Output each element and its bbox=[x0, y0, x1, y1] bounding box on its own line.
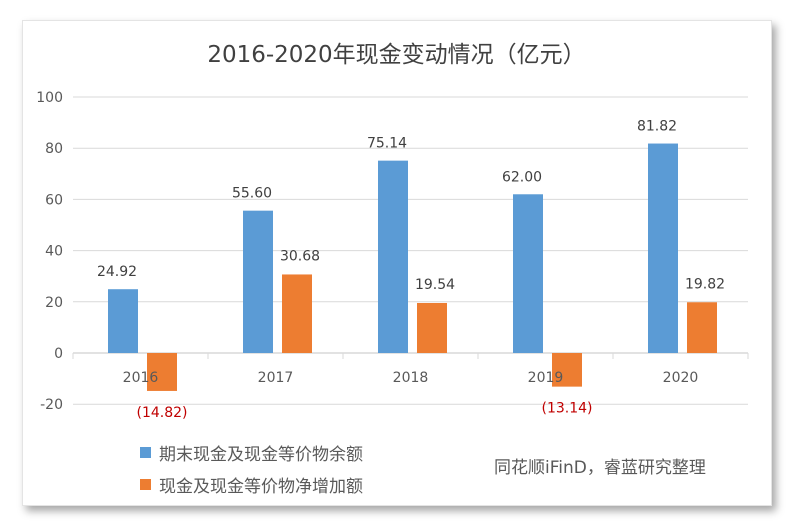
bar-2020-series-0 bbox=[648, 143, 678, 353]
bar-2018-series-1 bbox=[417, 302, 447, 353]
data-label: 19.82 bbox=[685, 276, 725, 292]
y-tick-label: 20 bbox=[45, 295, 63, 311]
bar-2019-series-0 bbox=[513, 194, 543, 353]
bar-2016-series-1 bbox=[147, 353, 177, 391]
data-label: 24.92 bbox=[97, 264, 137, 280]
legend-swatch bbox=[140, 447, 151, 458]
legend-swatch bbox=[140, 479, 151, 490]
bar-2018-series-0 bbox=[378, 160, 408, 353]
bar-2017-series-0 bbox=[243, 210, 273, 353]
x-tick-label: 2020 bbox=[663, 370, 699, 386]
x-tick-label: 2016 bbox=[123, 370, 159, 386]
x-tick-label: 2019 bbox=[528, 370, 564, 386]
data-label: 62.00 bbox=[502, 169, 542, 185]
source-note: 同花顺iFinD，睿蓝研究整理 bbox=[494, 458, 706, 478]
x-tick-label: 2017 bbox=[258, 370, 294, 386]
y-tick-label: -20 bbox=[40, 397, 63, 413]
data-label: 19.54 bbox=[415, 277, 455, 293]
x-tick-label: 2018 bbox=[393, 370, 429, 386]
data-label: (14.82) bbox=[136, 405, 187, 421]
legend-label: 现金及现金等价物净增加额 bbox=[159, 477, 363, 497]
y-tick-label: 80 bbox=[45, 141, 63, 157]
legend-label: 期末现金及现金等价物余额 bbox=[159, 445, 363, 465]
data-label: 30.68 bbox=[280, 248, 320, 264]
data-label: 55.60 bbox=[232, 186, 272, 202]
chart-title: 2016-2020年现金变动情况（亿元） bbox=[207, 42, 586, 68]
bar-2019-series-1 bbox=[552, 353, 582, 387]
data-label: 75.14 bbox=[367, 136, 407, 152]
data-label: 81.82 bbox=[637, 119, 677, 135]
legend-item-0: 期末现金及现金等价物余额 bbox=[140, 440, 363, 465]
y-tick-label: 40 bbox=[45, 244, 63, 260]
legend-item-1: 现金及现金等价物净增加额 bbox=[140, 472, 363, 497]
y-tick-label: 100 bbox=[36, 90, 63, 106]
y-tick-label: 60 bbox=[45, 192, 63, 208]
y-tick-label: 0 bbox=[54, 346, 63, 362]
data-label: (13.14) bbox=[541, 401, 592, 417]
bar-2016-series-0 bbox=[108, 289, 138, 353]
bar-2017-series-1 bbox=[282, 274, 312, 353]
bar-2020-series-1 bbox=[687, 302, 717, 353]
